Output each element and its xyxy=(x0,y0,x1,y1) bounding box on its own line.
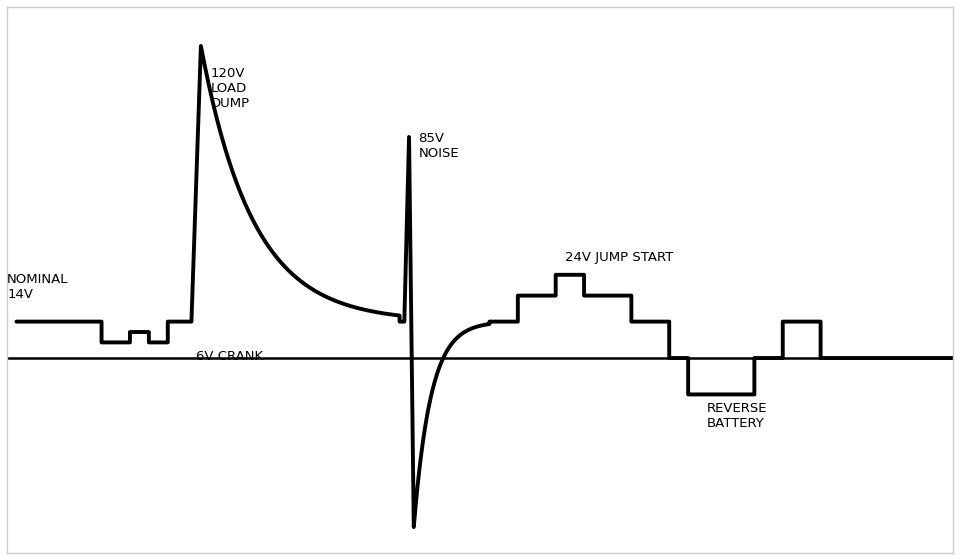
Text: 24V JUMP START: 24V JUMP START xyxy=(565,251,673,264)
Text: NOMINAL
14V: NOMINAL 14V xyxy=(7,273,68,301)
Text: REVERSE
BATTERY: REVERSE BATTERY xyxy=(708,402,768,430)
Text: 85V
NOISE: 85V NOISE xyxy=(419,132,459,160)
Text: 6V CRANK: 6V CRANK xyxy=(196,350,263,363)
Text: 120V
LOAD
DUMP: 120V LOAD DUMP xyxy=(210,67,250,110)
